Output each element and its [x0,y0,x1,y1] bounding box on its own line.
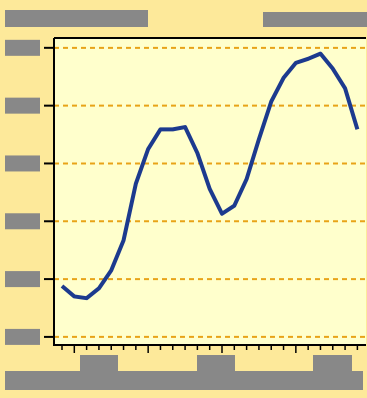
redacted-y-label [5,97,40,114]
marks [5,37,366,353]
redacted-x-title [5,371,363,390]
data-line [60,51,360,301]
redacted-title [5,10,148,27]
redacted-x-label [80,355,118,372]
redacted-y-label [5,213,40,230]
redacted-y-label [5,39,40,56]
redacted-y-label [5,328,40,345]
redacted-y-label [5,155,40,172]
axis [53,38,366,346]
redacted-y-label [5,271,40,288]
redacted-x-label [197,355,235,372]
redacted-x-label [313,355,352,372]
redacted-subtitle [263,12,367,27]
